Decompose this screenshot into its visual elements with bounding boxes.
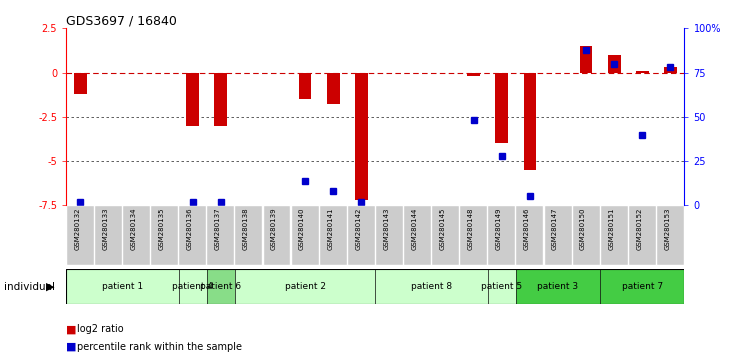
FancyBboxPatch shape bbox=[432, 206, 459, 265]
Text: patient 7: patient 7 bbox=[622, 282, 663, 291]
Text: GSM280139: GSM280139 bbox=[271, 207, 277, 250]
Text: patient 4: patient 4 bbox=[172, 282, 213, 291]
Bar bbox=[186, 73, 199, 126]
Text: GSM280136: GSM280136 bbox=[187, 207, 193, 250]
Text: patient 6: patient 6 bbox=[200, 282, 241, 291]
Text: GSM280152: GSM280152 bbox=[637, 207, 643, 250]
Text: GSM280135: GSM280135 bbox=[158, 207, 165, 250]
Text: GSM280134: GSM280134 bbox=[130, 207, 136, 250]
Text: GSM280149: GSM280149 bbox=[496, 207, 502, 250]
Bar bbox=[664, 67, 676, 73]
Text: individual: individual bbox=[4, 282, 54, 292]
Text: GSM280146: GSM280146 bbox=[524, 207, 530, 250]
FancyBboxPatch shape bbox=[67, 206, 93, 265]
Text: GDS3697 / 16840: GDS3697 / 16840 bbox=[66, 14, 177, 27]
Bar bbox=[66, 269, 179, 304]
Bar bbox=[299, 73, 311, 99]
FancyBboxPatch shape bbox=[263, 206, 291, 265]
FancyBboxPatch shape bbox=[460, 206, 487, 265]
FancyBboxPatch shape bbox=[404, 206, 431, 265]
Bar bbox=[467, 73, 480, 76]
FancyBboxPatch shape bbox=[657, 206, 684, 265]
Text: percentile rank within the sample: percentile rank within the sample bbox=[77, 342, 242, 352]
Text: patient 3: patient 3 bbox=[537, 282, 578, 291]
Text: GSM280137: GSM280137 bbox=[215, 207, 221, 250]
Bar bbox=[74, 73, 87, 94]
Bar bbox=[235, 269, 375, 304]
FancyBboxPatch shape bbox=[348, 206, 375, 265]
FancyBboxPatch shape bbox=[573, 206, 600, 265]
Bar bbox=[375, 269, 488, 304]
FancyBboxPatch shape bbox=[95, 206, 122, 265]
Bar bbox=[523, 73, 537, 170]
Bar bbox=[516, 269, 600, 304]
FancyBboxPatch shape bbox=[488, 206, 515, 265]
FancyBboxPatch shape bbox=[601, 206, 628, 265]
Text: GSM280147: GSM280147 bbox=[552, 207, 558, 250]
Text: GSM280138: GSM280138 bbox=[243, 207, 249, 250]
FancyBboxPatch shape bbox=[319, 206, 347, 265]
Text: ■: ■ bbox=[66, 342, 77, 352]
Bar bbox=[608, 55, 620, 73]
FancyBboxPatch shape bbox=[517, 206, 543, 265]
Bar bbox=[488, 269, 516, 304]
Text: GSM280132: GSM280132 bbox=[74, 207, 80, 250]
Text: GSM280150: GSM280150 bbox=[580, 207, 586, 250]
Text: ■: ■ bbox=[66, 324, 77, 334]
FancyBboxPatch shape bbox=[376, 206, 403, 265]
Bar bbox=[327, 73, 339, 104]
Text: ▶: ▶ bbox=[46, 282, 54, 292]
Text: patient 1: patient 1 bbox=[102, 282, 143, 291]
Bar bbox=[179, 269, 207, 304]
Text: GSM280144: GSM280144 bbox=[411, 207, 417, 250]
FancyBboxPatch shape bbox=[236, 206, 263, 265]
FancyBboxPatch shape bbox=[123, 206, 150, 265]
Text: patient 5: patient 5 bbox=[481, 282, 523, 291]
Bar bbox=[214, 73, 227, 126]
Text: GSM280145: GSM280145 bbox=[439, 207, 445, 250]
Text: GSM280133: GSM280133 bbox=[102, 207, 108, 250]
FancyBboxPatch shape bbox=[629, 206, 656, 265]
FancyBboxPatch shape bbox=[151, 206, 178, 265]
Text: log2 ratio: log2 ratio bbox=[77, 324, 124, 334]
Text: GSM280141: GSM280141 bbox=[328, 207, 333, 250]
FancyBboxPatch shape bbox=[545, 206, 572, 265]
Bar bbox=[355, 73, 367, 200]
Text: GSM280140: GSM280140 bbox=[299, 207, 305, 250]
Text: GSM280151: GSM280151 bbox=[608, 207, 615, 250]
FancyBboxPatch shape bbox=[208, 206, 234, 265]
Text: GSM280142: GSM280142 bbox=[355, 207, 361, 250]
Bar bbox=[600, 269, 684, 304]
Bar bbox=[636, 71, 648, 73]
FancyBboxPatch shape bbox=[291, 206, 319, 265]
Text: GSM280148: GSM280148 bbox=[467, 207, 474, 250]
Bar bbox=[580, 46, 592, 73]
Text: patient 8: patient 8 bbox=[411, 282, 452, 291]
FancyBboxPatch shape bbox=[179, 206, 206, 265]
Text: patient 2: patient 2 bbox=[285, 282, 325, 291]
Text: GSM280143: GSM280143 bbox=[383, 207, 389, 250]
Bar bbox=[495, 73, 508, 143]
Bar bbox=[207, 269, 235, 304]
Text: GSM280153: GSM280153 bbox=[665, 207, 670, 250]
